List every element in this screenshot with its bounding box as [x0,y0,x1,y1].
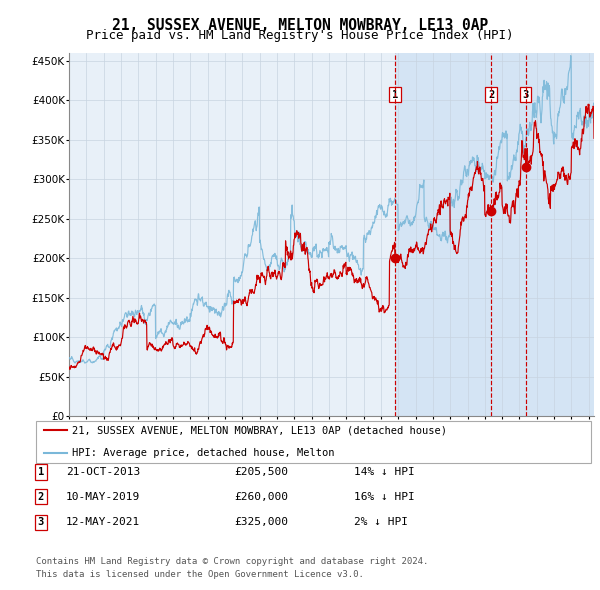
Text: 21-OCT-2013: 21-OCT-2013 [66,467,140,477]
Text: 2% ↓ HPI: 2% ↓ HPI [354,517,408,527]
Text: This data is licensed under the Open Government Licence v3.0.: This data is licensed under the Open Gov… [36,571,364,579]
Text: 1: 1 [392,90,398,100]
Text: 3: 3 [38,517,44,527]
Text: 14% ↓ HPI: 14% ↓ HPI [354,467,415,477]
Text: 21, SUSSEX AVENUE, MELTON MOWBRAY, LE13 0AP: 21, SUSSEX AVENUE, MELTON MOWBRAY, LE13 … [112,18,488,32]
Bar [395,53,600,416]
Text: HPI: Average price, detached house, Melton: HPI: Average price, detached house, Melt… [72,448,335,458]
Text: 10-MAY-2019: 10-MAY-2019 [66,492,140,502]
Text: 12-MAY-2021: 12-MAY-2021 [66,517,140,527]
Text: 16% ↓ HPI: 16% ↓ HPI [354,492,415,502]
Text: 2: 2 [38,492,44,502]
Text: Contains HM Land Registry data © Crown copyright and database right 2024.: Contains HM Land Registry data © Crown c… [36,558,428,566]
Text: £260,000: £260,000 [234,492,288,502]
FancyBboxPatch shape [36,421,591,463]
Text: Price paid vs. HM Land Registry's House Price Index (HPI): Price paid vs. HM Land Registry's House … [86,30,514,42]
Text: £325,000: £325,000 [234,517,288,527]
Text: 3: 3 [523,90,529,100]
Text: 1: 1 [38,467,44,477]
Text: £205,500: £205,500 [234,467,288,477]
Text: 21, SUSSEX AVENUE, MELTON MOWBRAY, LE13 0AP (detached house): 21, SUSSEX AVENUE, MELTON MOWBRAY, LE13 … [72,425,447,435]
Text: 2: 2 [488,90,494,100]
